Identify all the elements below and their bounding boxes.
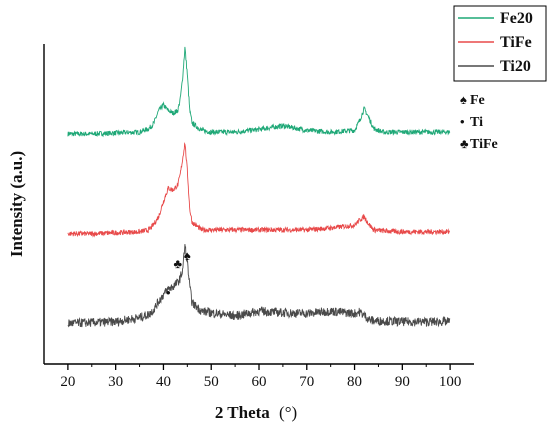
x-tick-label: 70 <box>299 374 314 390</box>
series-layer <box>67 46 451 328</box>
legend-label-tife: TiFe <box>500 34 532 51</box>
x-tick-label: 30 <box>108 374 123 390</box>
x-ticks: 20 30 40 50 60 70 80 90 100 <box>60 364 461 390</box>
legend-label-ti20: Ti20 <box>500 58 531 75</box>
x-tick-label: 50 <box>204 374 219 390</box>
x-tick-label: 40 <box>156 374 171 390</box>
x-tick-label: 90 <box>395 374 410 390</box>
series-line-ti20 <box>67 244 451 328</box>
phase-marker-ti: • <box>166 285 171 300</box>
y-axis-title: Intensity (a.u.) <box>7 151 26 257</box>
phase-marker-tife: ♣ <box>174 256 183 271</box>
x-tick-label: 100 <box>439 374 462 390</box>
legend: Fe20 TiFe Ti20 <box>453 5 547 82</box>
marker-key-label-fe: Fe <box>470 93 485 108</box>
x-axis-title: 2 Theta (°) <box>215 403 297 422</box>
x-tick-label: 80 <box>347 374 362 390</box>
x-tick-label: 20 <box>60 374 75 390</box>
x-axis-title-main: 2 Theta <box>215 403 270 422</box>
marker-key-symbol-fe: ♠ <box>460 92 467 107</box>
x-axis-title-unit: (°) <box>279 403 297 422</box>
series-line-fe20 <box>67 46 451 138</box>
phase-markers: ♠ •♣ <box>166 248 191 300</box>
marker-key-symbol-tife: ♣ <box>460 136 469 151</box>
marker-key-label-ti: Ti <box>470 115 483 130</box>
series-line-tife <box>67 141 450 238</box>
marker-key: ♠ Fe • Ti♣ TiFe <box>460 92 498 152</box>
legend-label-fe20: Fe20 <box>500 10 533 27</box>
legend-items: Fe20 TiFe Ti20 <box>458 10 533 75</box>
phase-marker-fe: ♠ <box>184 248 191 263</box>
marker-key-label-tife: TiFe <box>470 137 498 152</box>
legend-box <box>453 5 547 82</box>
plot-area: 20 30 40 50 60 70 80 90 100 ♠•♣ <box>43 44 474 390</box>
marker-key-symbol-ti: • <box>460 114 465 129</box>
x-tick-label: 60 <box>252 374 267 390</box>
